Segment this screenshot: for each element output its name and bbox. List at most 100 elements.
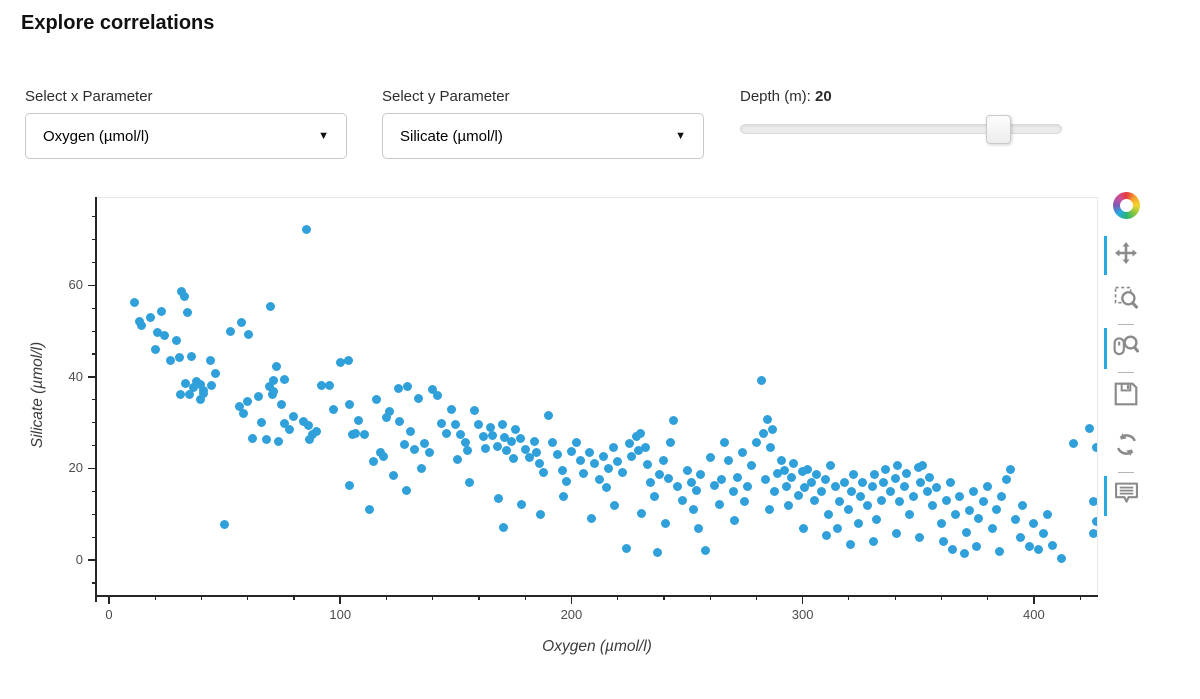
x-parameter-select[interactable]: Oxygen (µmol/l) ▼ [25, 113, 347, 159]
data-point [823, 509, 833, 519]
data-point [199, 386, 209, 396]
data-point [923, 487, 933, 497]
data-point [486, 422, 496, 432]
data-point [799, 523, 809, 533]
data-point [474, 419, 484, 429]
scatter-plot-canvas[interactable] [97, 197, 1098, 596]
data-point [761, 474, 771, 484]
data-point [862, 500, 872, 510]
data-point [1091, 442, 1097, 452]
data-point [765, 442, 775, 452]
data-point [183, 307, 193, 317]
box-zoom-icon [1114, 286, 1139, 316]
data-point [909, 491, 919, 501]
pan-icon [1114, 241, 1138, 270]
data-point [494, 494, 504, 504]
hover-icon [1114, 481, 1139, 511]
data-point [839, 477, 849, 487]
y-major-tick [88, 467, 97, 470]
data-point [368, 456, 378, 466]
chevron-down-icon: ▼ [318, 130, 329, 142]
active-tool-indicator [1104, 476, 1107, 516]
data-point [950, 510, 960, 520]
depth-slider-handle[interactable] [986, 115, 1012, 144]
data-point [481, 443, 491, 453]
y-minor-tick [92, 353, 97, 355]
data-point [728, 486, 738, 496]
depth-slider-track[interactable] [740, 115, 1062, 144]
data-point [414, 393, 424, 403]
data-point [532, 447, 542, 457]
data-point [858, 478, 868, 488]
data-point [867, 482, 877, 492]
data-point [1047, 540, 1057, 550]
data-point [424, 448, 434, 458]
hover-tool-button[interactable] [1103, 476, 1149, 516]
data-point [261, 434, 271, 444]
data-point [578, 468, 588, 478]
data-point [280, 418, 290, 428]
x-minor-tick [385, 595, 388, 600]
data-point [590, 459, 600, 469]
data-point [608, 442, 618, 452]
box-zoom-tool-button[interactable] [1103, 286, 1149, 316]
data-point [660, 518, 670, 528]
data-point [274, 436, 284, 446]
data-point [918, 460, 928, 470]
wheel-zoom-tool-button[interactable] [1103, 328, 1149, 369]
data-point [650, 491, 660, 501]
data-point [631, 432, 641, 441]
data-point [535, 510, 545, 520]
pan-tool-button[interactable] [1103, 236, 1149, 275]
data-point [553, 450, 563, 460]
data-point [666, 438, 676, 448]
data-point [747, 461, 757, 471]
data-point [846, 486, 856, 496]
data-point [751, 437, 761, 447]
data-point [613, 456, 623, 466]
data-point [634, 446, 643, 456]
data-point [849, 470, 859, 480]
data-point [719, 438, 729, 448]
y-parameter-select[interactable]: Silicate (µmol/l) ▼ [382, 113, 704, 159]
data-point [603, 464, 613, 474]
data-point [180, 378, 190, 388]
data-point [733, 473, 743, 483]
y-minor-tick [92, 513, 97, 515]
data-point [1006, 464, 1016, 474]
depth-slider-control: Depth (m): 20 [740, 88, 1062, 144]
data-point [268, 386, 278, 396]
x-minor-tick [987, 595, 989, 600]
chevron-down-icon: ▼ [675, 130, 686, 142]
data-point [462, 445, 472, 455]
data-point [1015, 532, 1025, 542]
data-point [371, 395, 381, 405]
x-minor-tick [940, 595, 942, 600]
x-major-tick [801, 595, 804, 604]
data-point [303, 421, 313, 431]
data-point [277, 399, 287, 409]
data-point [879, 477, 889, 487]
data-point [378, 451, 388, 461]
data-point [336, 357, 346, 367]
save-tool-button[interactable] [1103, 381, 1149, 412]
y-minor-tick [92, 536, 97, 538]
bokeh-logo-icon[interactable] [1112, 192, 1140, 219]
x-major-tick [339, 595, 342, 604]
x-axis-title: Oxygen (µmol/l) [542, 638, 652, 655]
data-point [617, 467, 627, 477]
x-minor-tick [524, 595, 526, 600]
data-point [257, 418, 267, 428]
data-point [520, 444, 530, 454]
data-point [983, 482, 993, 492]
data-point [576, 456, 586, 466]
active-tool-indicator [1104, 328, 1107, 369]
data-point [437, 418, 447, 428]
data-point [696, 470, 706, 480]
data-point [350, 428, 360, 438]
reset-tool-button[interactable] [1103, 432, 1149, 462]
data-point [539, 468, 549, 478]
data-point [465, 477, 475, 487]
data-point [853, 518, 863, 528]
data-point [1068, 438, 1078, 448]
